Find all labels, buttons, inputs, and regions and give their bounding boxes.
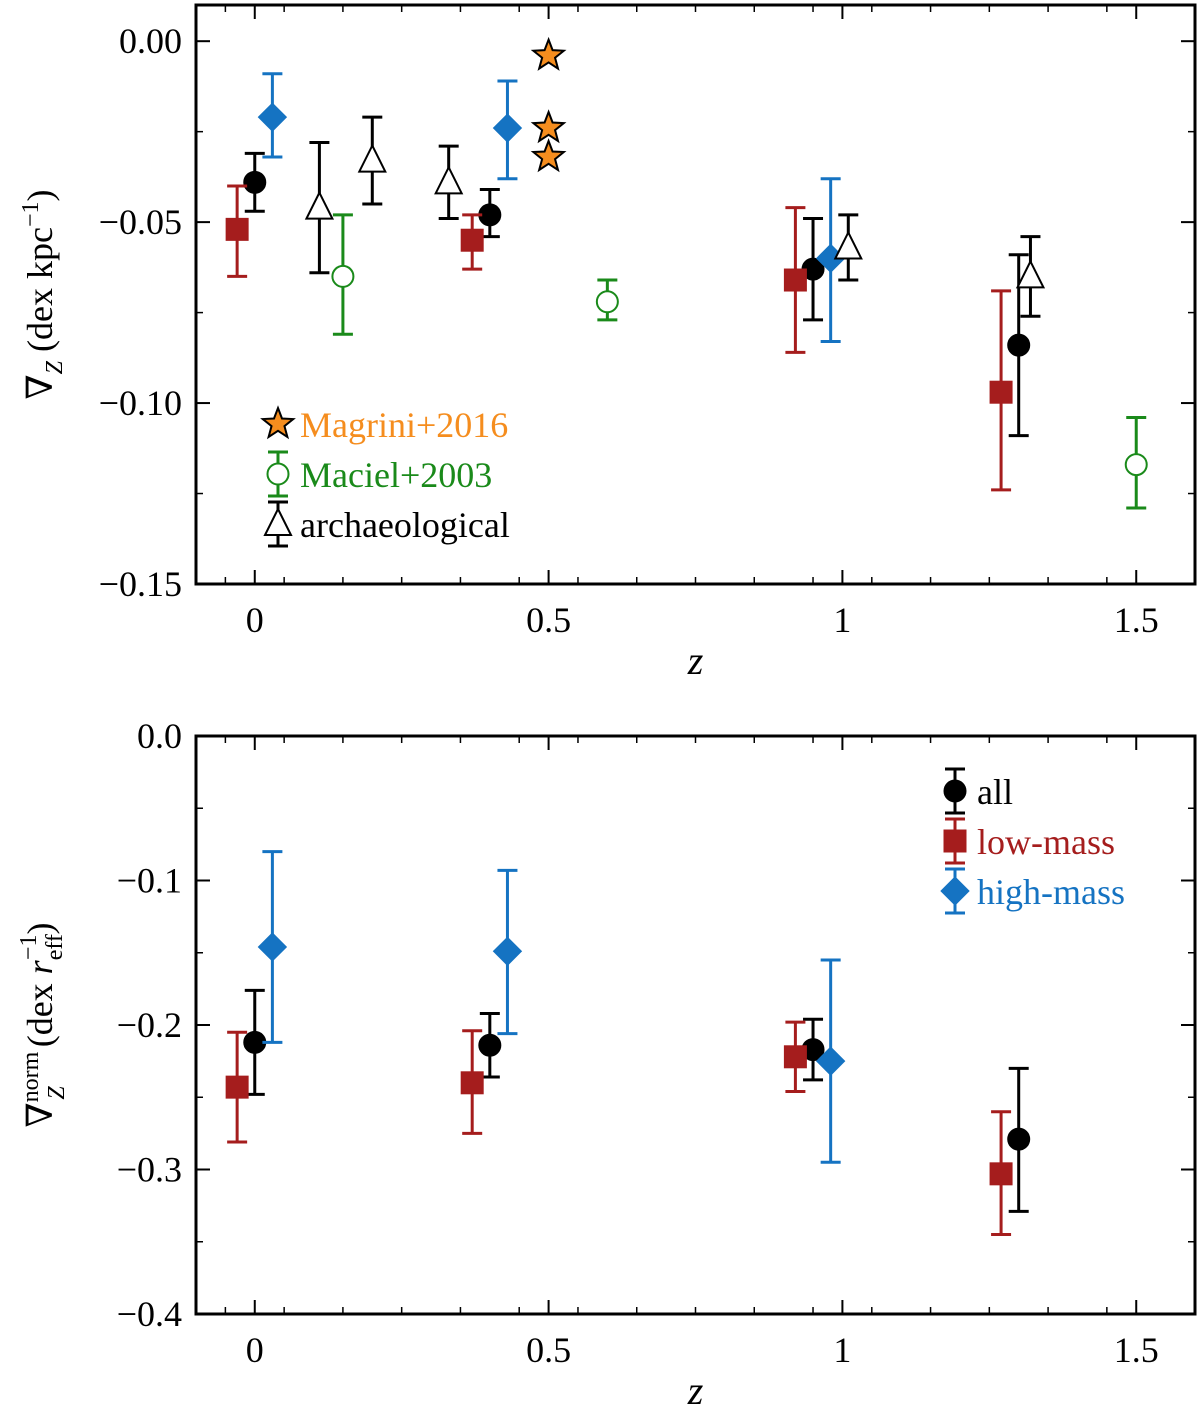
data-point (434, 165, 464, 195)
data-point (257, 102, 288, 132)
data-point (1015, 259, 1046, 289)
data-point (783, 268, 807, 292)
x-tick-label: 1 (833, 1330, 851, 1370)
series-maciel-2003 (331, 213, 1148, 510)
plot-frame (194, 3, 1197, 586)
y-tick-label: 0.0 (137, 716, 182, 756)
series-all (243, 151, 1031, 438)
legend-marker (943, 829, 967, 853)
data-point (989, 1162, 1013, 1186)
data-point (989, 380, 1013, 404)
y-tick-label: 0.00 (119, 21, 182, 61)
data-point (460, 228, 484, 252)
legend-marker (266, 462, 290, 486)
data-point (595, 290, 619, 314)
data-point (530, 109, 567, 144)
data-point (1124, 453, 1148, 477)
data-point (478, 1033, 502, 1057)
ylabel-r: r (20, 959, 60, 974)
x-tick-label: 1.5 (1114, 600, 1159, 640)
legend-label: low-mass (977, 822, 1115, 862)
y-tick-label: −0.15 (99, 564, 182, 604)
ylabel-nabla: ∇ (20, 1102, 60, 1127)
data-point (530, 138, 567, 173)
panel-1: 0 0.5 1 1.5 0.00 −0.05 −0.10 −0.15 z ∇Z (dex kpc−… (18, 3, 1197, 683)
data-point (225, 1075, 249, 1099)
legend: Magrini+2016 Maciel+2003 archaeological (260, 405, 510, 548)
data-point (492, 936, 523, 967)
ylabel-text: (dex (20, 974, 60, 1056)
y-tick-label: −0.4 (117, 1294, 182, 1334)
y-tick-label: −0.2 (117, 1005, 182, 1045)
y-tick-label: −0.3 (117, 1150, 182, 1190)
data-point (243, 1030, 267, 1054)
ylabel-sup: −1 (18, 202, 44, 228)
x-tick-label: 0 (246, 1330, 264, 1370)
data-point (243, 170, 267, 194)
x-axis-title: z (687, 1368, 704, 1407)
legend-label: Maciel+2003 (300, 455, 492, 495)
data-point (833, 230, 863, 260)
series-magrini-2016 (530, 36, 567, 173)
data-point (357, 143, 387, 173)
legend-marker (263, 506, 293, 536)
data-point (783, 1045, 807, 1069)
series-high-mass (257, 72, 846, 344)
data-point (478, 203, 502, 227)
legend-label: high-mass (977, 872, 1125, 912)
data-point (815, 1046, 846, 1076)
legend-marker (940, 876, 970, 906)
x-tick-label: 0 (246, 600, 264, 640)
legend-label: archaeological (300, 505, 510, 545)
ylabel-close: ) (20, 190, 60, 202)
x-tick-label: 0.5 (526, 1330, 571, 1370)
legend-marker (943, 779, 967, 803)
legend-label: all (977, 772, 1013, 812)
x-tick-label: 1 (833, 600, 851, 640)
series-low-mass (225, 1020, 1013, 1237)
series-high-mass (257, 850, 846, 1164)
legend-label: Magrini+2016 (300, 405, 508, 445)
data-point (304, 190, 335, 220)
data-point (530, 36, 567, 71)
ylabel-sub: Z (42, 360, 68, 374)
series-low-mass (225, 184, 1013, 492)
ylabel-text: (dex kpc (20, 227, 60, 361)
y-tick-label: −0.1 (117, 861, 182, 901)
series-archaeological (304, 115, 1046, 318)
x-tick-label: 0.5 (526, 600, 571, 640)
ylabel-sup: norm (18, 1051, 44, 1102)
ylabel-rsub: eff (42, 934, 68, 960)
legend: all low-mass high-mass (940, 767, 1125, 915)
data-point (460, 1071, 484, 1095)
y-axis-title: ∇normZ (dex reff−1) (16, 923, 70, 1128)
ylabel-sub: Z (44, 1086, 70, 1100)
panel-2: 0 0.5 1 1.5 0.0 −0.1 −0.2 −0.3 −0.4 z ∇normZ (dex … (16, 716, 1197, 1407)
series-all (243, 988, 1031, 1213)
data-point (225, 217, 249, 241)
data-point (1007, 1127, 1031, 1151)
data-point (1007, 333, 1031, 357)
legend-marker (260, 405, 296, 440)
ylabel-rsup: −1 (16, 935, 42, 961)
ylabel-close: ) (20, 923, 60, 935)
y-tick-label: −0.10 (99, 383, 182, 423)
data-point (492, 113, 523, 143)
data-point (257, 932, 288, 962)
y-tick-label: −0.05 (99, 202, 182, 242)
y-axis-title: ∇Z (dex kpc−1) (18, 190, 68, 400)
data-point (331, 264, 355, 288)
x-axis-title: z (687, 638, 704, 683)
ylabel-nabla: ∇ (20, 374, 60, 399)
x-tick-label: 1.5 (1114, 1330, 1159, 1370)
